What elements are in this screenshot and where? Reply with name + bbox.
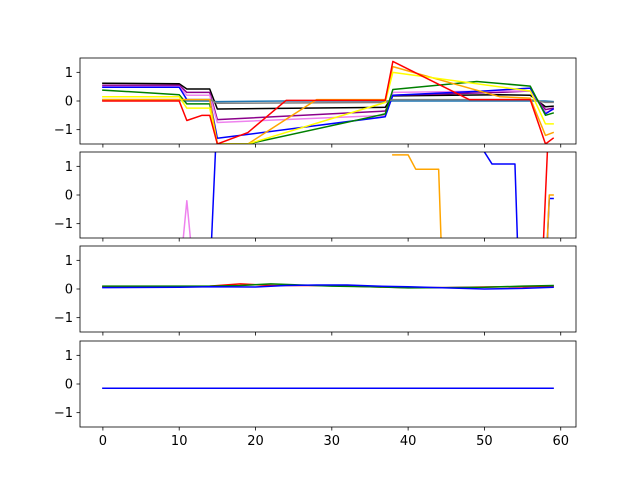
y-tick-label: 0 — [65, 189, 73, 204]
subplot-2: 1 0 −1 — [54, 151, 577, 242]
y-tick-label: 1 — [65, 254, 73, 269]
series-line-7 — [102, 80, 555, 144]
y-tick-label: −1 — [54, 311, 73, 326]
x-tick-label: 60 — [552, 434, 569, 449]
x-tick-label: 40 — [400, 434, 417, 449]
series-group — [182, 152, 554, 238]
series-line-10 — [102, 60, 555, 144]
subplot-3: 1 0 −1 — [54, 245, 577, 336]
series-line-1 — [182, 199, 192, 238]
series-line-3 — [102, 284, 554, 290]
y-tick-label: 1 — [65, 160, 73, 175]
y-tick-label: −1 — [54, 406, 73, 421]
y-tick-label: 0 — [65, 95, 73, 110]
x-tick-label: 20 — [247, 434, 264, 449]
subplot-4: 10−10 10 20 30 40 50 60 — [54, 340, 577, 449]
y-tick-label: −1 — [54, 217, 73, 232]
series-line-8 — [102, 65, 555, 144]
subplot-1: 1 0 −1 — [54, 57, 577, 148]
series-line-3 — [210, 152, 217, 238]
y-tick-label: 0 — [65, 283, 73, 298]
series-line-2 — [392, 154, 442, 238]
x-tick-label: 0 — [99, 434, 107, 449]
series-line-5 — [542, 152, 549, 238]
y-tick-label: 1 — [65, 66, 73, 81]
series-group — [102, 60, 555, 144]
x-tick-label: 50 — [476, 434, 493, 449]
series-line-6 — [546, 194, 554, 238]
y-tick-label: 0 — [65, 378, 73, 393]
x-tick-label: 10 — [171, 434, 188, 449]
y-tick-label: −1 — [54, 123, 73, 138]
y-tick-label: 1 — [65, 349, 73, 364]
series-line-9 — [102, 71, 554, 144]
series-group — [102, 283, 554, 290]
x-tick-label: 30 — [324, 434, 341, 449]
